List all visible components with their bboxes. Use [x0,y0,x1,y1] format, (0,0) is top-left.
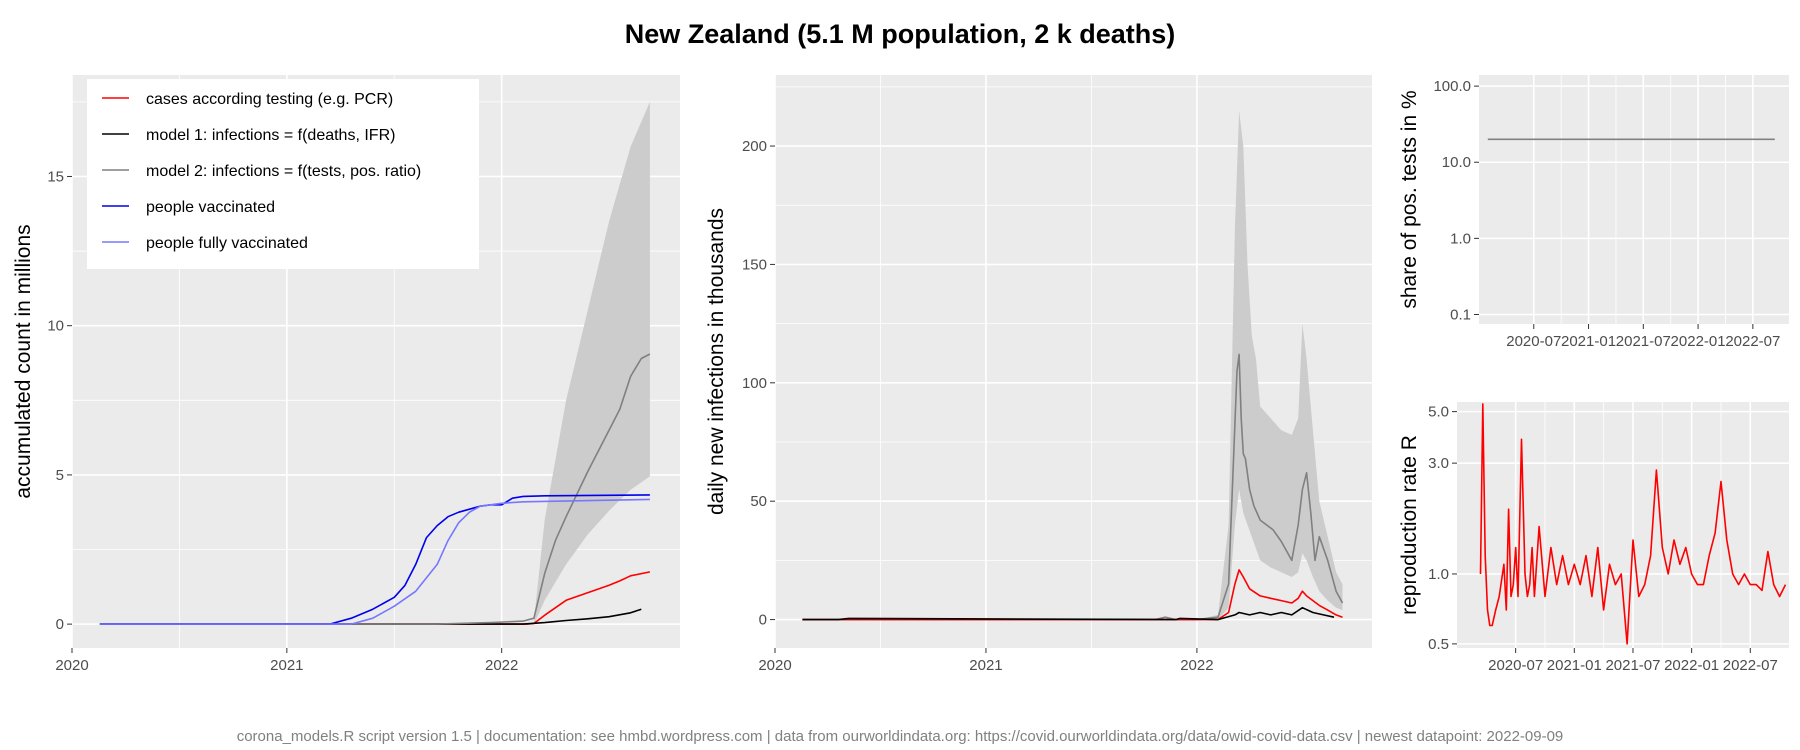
x-tick-label: 2021-01 [1561,333,1616,350]
y-tick-label: 150 [742,256,767,273]
x-tick-label: 2022-01 [1664,657,1719,674]
y-tick-label: 200 [742,138,767,155]
legend: cases according testing (e.g. PCR) model … [87,79,479,269]
x-tick-label: 2022-07 [1723,657,1778,674]
y-axis-title: share of pos. tests in % [1398,90,1421,308]
legend-label: cases according testing (e.g. PCR) [146,91,393,108]
y-tick-label: 0.5 [1428,636,1449,653]
reproduction-rate-panel: 0.5 1.0 3.0 5.0 2020-07 2021-01 2021-07 2022-01… [1398,402,1789,674]
y-tick-label: 1.0 [1450,230,1471,247]
y-tick-label: 5 [56,467,64,484]
x-tick-label: 2021-07 [1616,333,1671,350]
panel-background [1479,75,1789,324]
series-line [99,608,642,625]
x-tick-label: 2020 [758,657,791,674]
y-tick-label: 1.0 [1428,566,1449,583]
x-tick-label: 2020-07 [1506,333,1561,350]
x-tick-label: 2021 [969,657,1002,674]
y-axis-title: accumulated count in millions [12,224,35,498]
series-line [802,353,1344,621]
y-tick-label: 50 [750,493,767,510]
footer-caption: corona_models.R script version 1.5 | doc… [237,728,1564,745]
y-axis-title: daily new infections in thousands [705,208,728,515]
series-line [99,494,650,625]
chart-title: New Zealand (5.1 M population, 2 k death… [625,19,1176,49]
daily-infections-panel: 0 50 100 150 200 2020 2021 2022 daily new infect… [705,75,1372,674]
x-tick-label: 2021-07 [1605,657,1660,674]
series-line [1479,403,1787,645]
legend-label: people vaccinated [146,199,275,216]
y-tick-label: 0 [56,616,64,633]
x-tick-label: 2020-07 [1488,657,1543,674]
x-tick-label: 2020 [55,657,88,674]
legend-label: people fully vaccinated [146,235,308,252]
x-tick-label: 2022-01 [1671,333,1726,350]
series-line [99,498,650,625]
model-2-range-band [1154,110,1343,620]
y-tick-label: 0.1 [1450,306,1471,323]
x-tick-label: 2022 [485,657,518,674]
y-tick-label: 3.0 [1428,455,1449,472]
x-tick-label: 2022-07 [1725,333,1780,350]
y-tick-label: 100.0 [1433,78,1471,95]
series-line [802,606,1335,621]
y-tick-label: 100 [742,375,767,392]
legend-label: model 2: infections = f(tests, pos. rati… [146,163,421,180]
y-tick-label: 5.0 [1428,404,1449,421]
x-tick-label: 2021-01 [1547,657,1602,674]
series-line [802,569,1343,621]
y-axis-title: reproduction rate R [1398,435,1421,615]
y-tick-label: 15 [47,168,64,185]
x-tick-label: 2021 [270,657,303,674]
legend-box [87,79,479,269]
y-tick-label: 10.0 [1442,154,1471,171]
series-line [99,353,651,625]
y-tick-label: 10 [47,318,64,335]
x-tick-label: 2022 [1180,657,1213,674]
model-2-range-band [533,101,650,625]
y-tick-label: 0 [759,612,767,629]
panel-background [1457,402,1789,648]
legend-label: model 1: infections = f(deaths, IFR) [146,127,395,144]
